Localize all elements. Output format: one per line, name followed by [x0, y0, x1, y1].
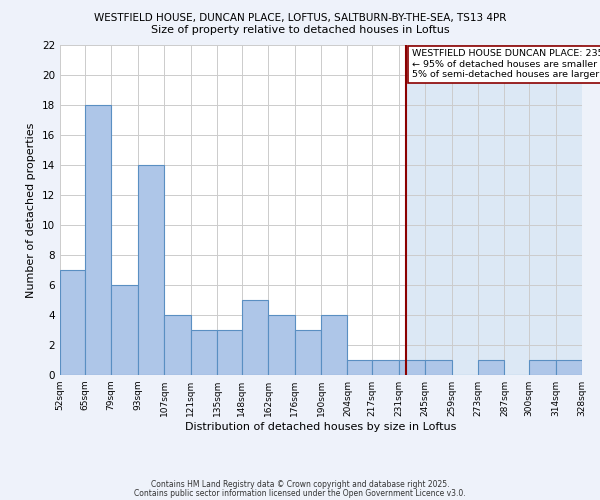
- Bar: [111, 285, 137, 375]
- Bar: [60, 270, 85, 375]
- Text: Size of property relative to detached houses in Loftus: Size of property relative to detached ho…: [151, 25, 449, 35]
- Bar: [556, 360, 582, 375]
- Bar: [191, 330, 217, 375]
- Bar: [85, 105, 111, 375]
- Bar: [242, 300, 268, 375]
- Y-axis label: Number of detached properties: Number of detached properties: [26, 122, 37, 298]
- Text: WESTFIELD HOUSE DUNCAN PLACE: 235sqm
← 95% of detached houses are smaller (74)
5: WESTFIELD HOUSE DUNCAN PLACE: 235sqm ← 9…: [412, 50, 600, 80]
- Bar: [321, 315, 347, 375]
- Bar: [164, 315, 191, 375]
- Bar: [406, 45, 582, 375]
- Text: Contains public sector information licensed under the Open Government Licence v3: Contains public sector information licen…: [134, 489, 466, 498]
- Bar: [60, 45, 406, 375]
- Bar: [529, 360, 556, 375]
- Bar: [295, 330, 321, 375]
- Text: Contains HM Land Registry data © Crown copyright and database right 2025.: Contains HM Land Registry data © Crown c…: [151, 480, 449, 489]
- Bar: [347, 360, 372, 375]
- Bar: [478, 360, 505, 375]
- Bar: [398, 360, 425, 375]
- Bar: [137, 165, 164, 375]
- Bar: [217, 330, 242, 375]
- X-axis label: Distribution of detached houses by size in Loftus: Distribution of detached houses by size …: [185, 422, 457, 432]
- Bar: [268, 315, 295, 375]
- Bar: [372, 360, 398, 375]
- Bar: [425, 360, 452, 375]
- Text: WESTFIELD HOUSE, DUNCAN PLACE, LOFTUS, SALTBURN-BY-THE-SEA, TS13 4PR: WESTFIELD HOUSE, DUNCAN PLACE, LOFTUS, S…: [94, 12, 506, 22]
